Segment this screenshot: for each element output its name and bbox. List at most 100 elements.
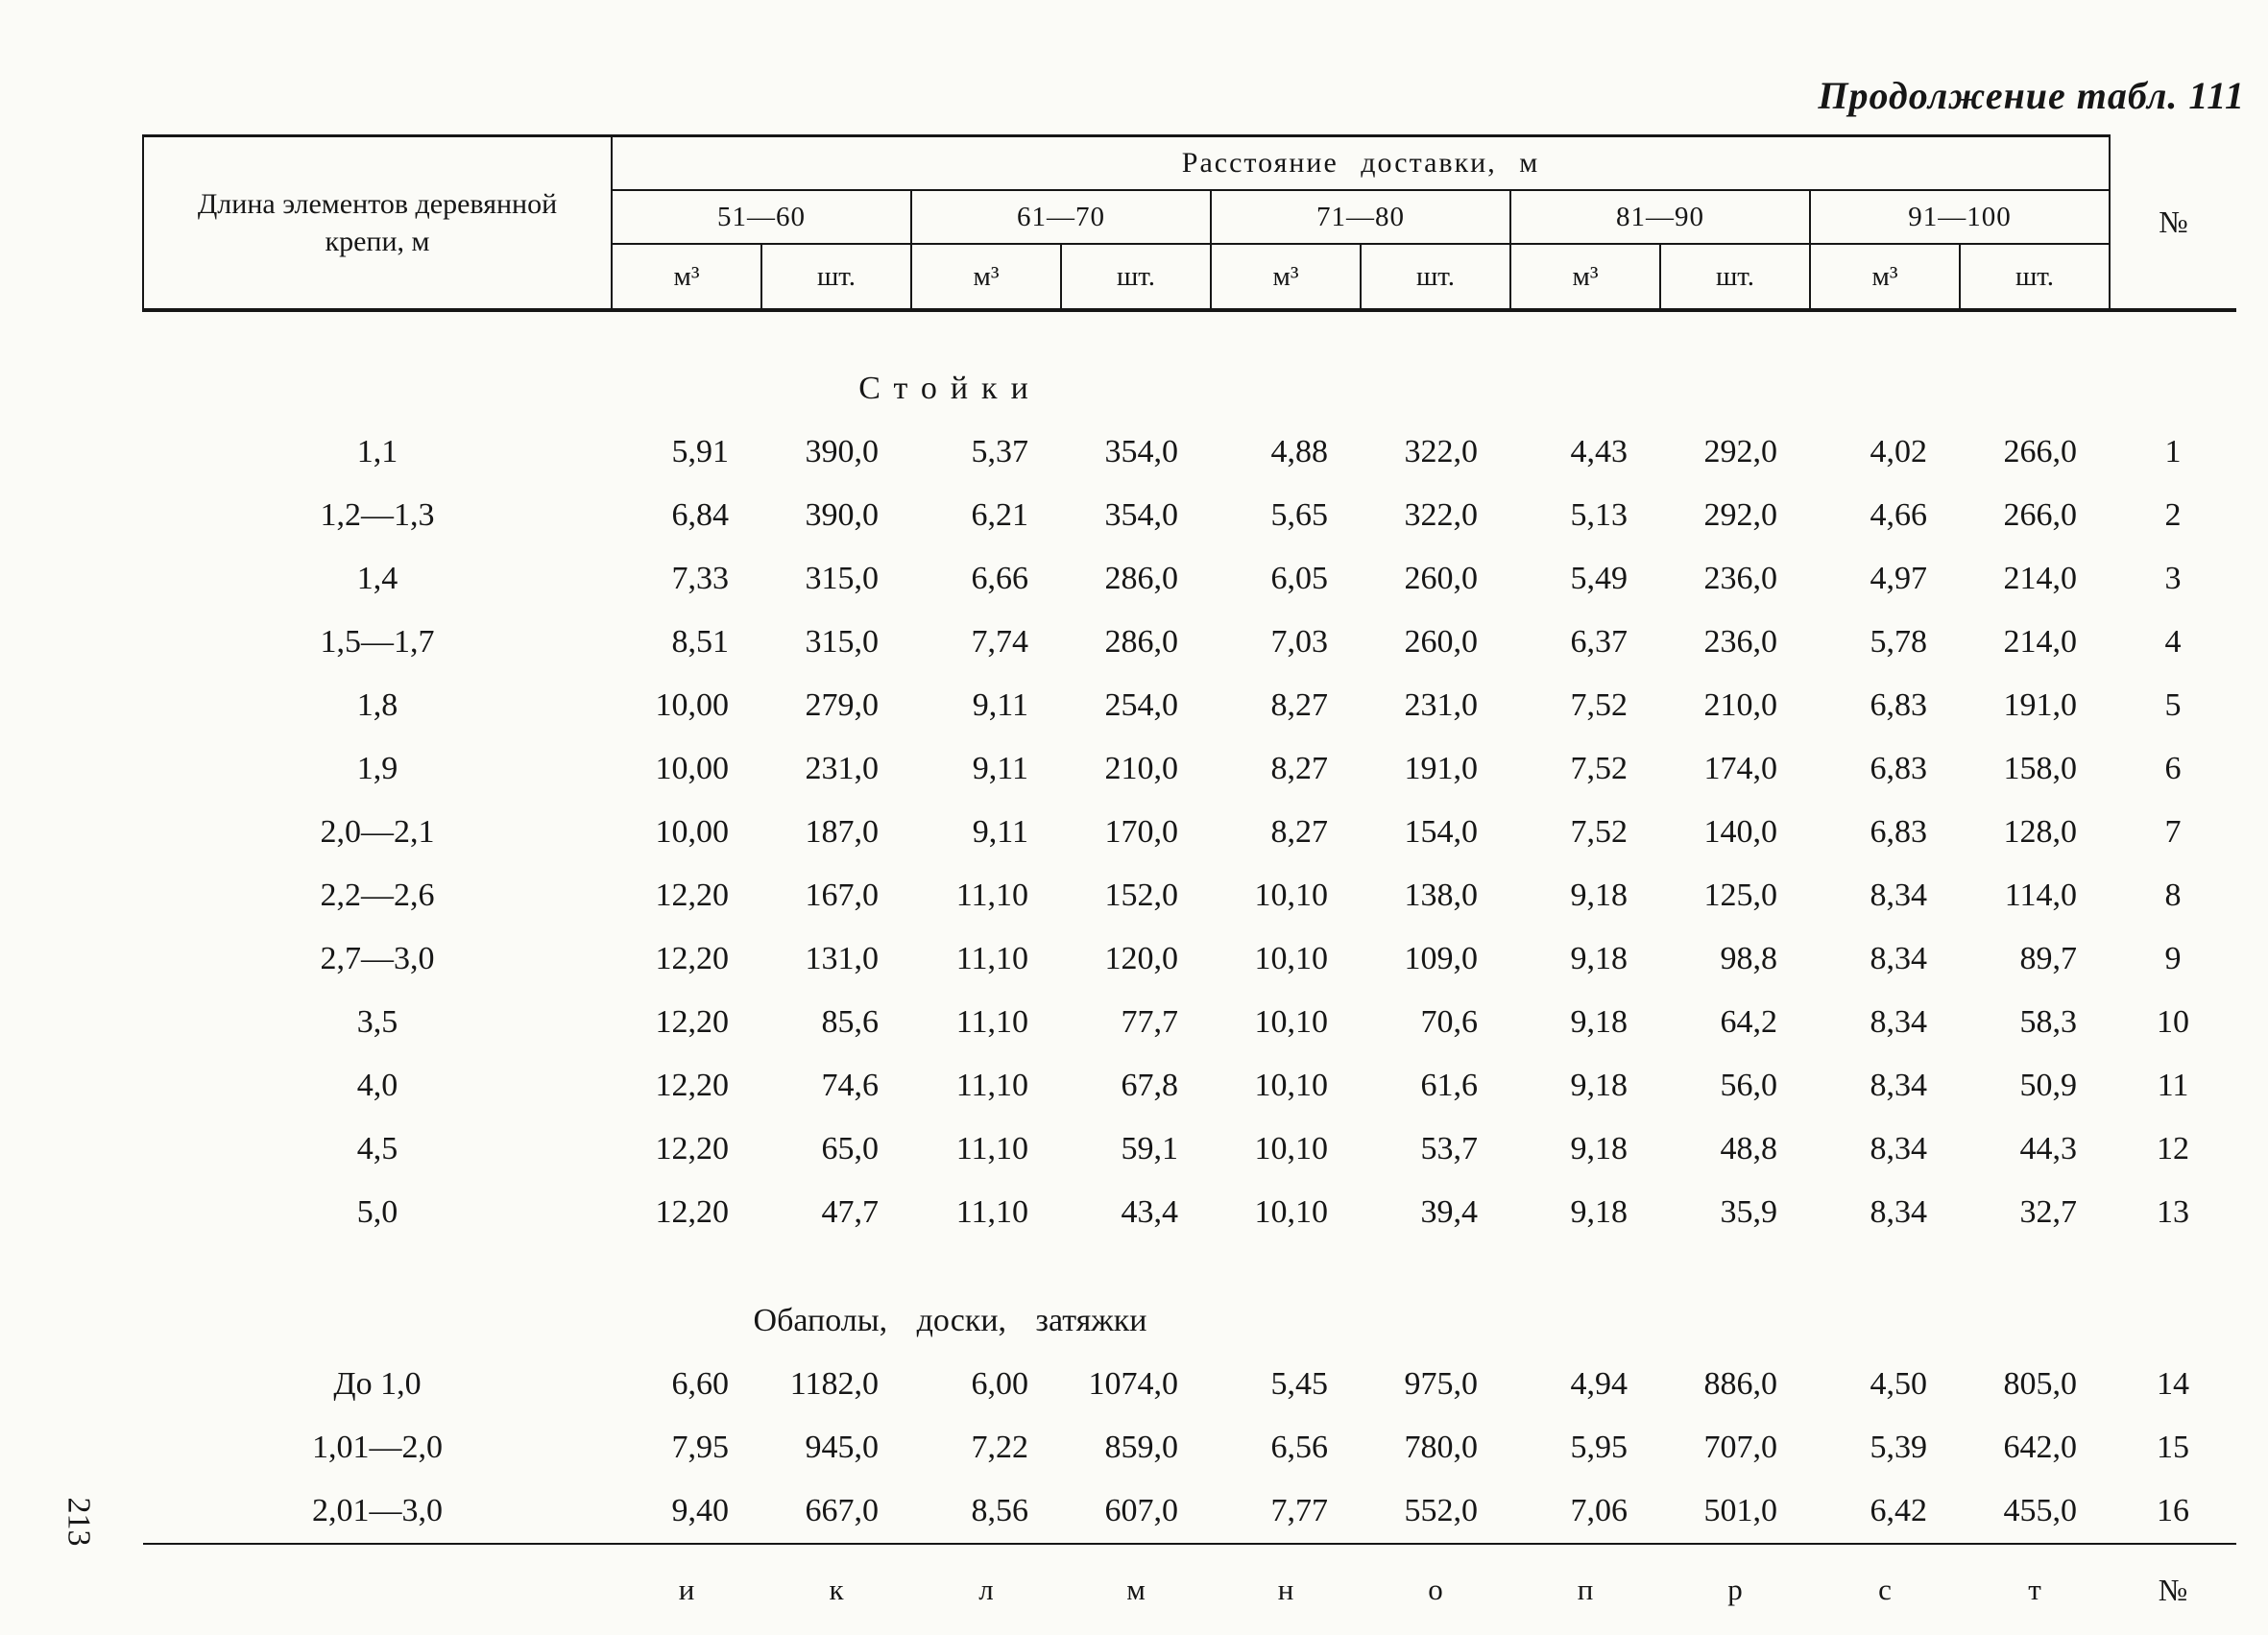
column-letter: к (761, 1543, 911, 1635)
volume-cell: 11,10 (955, 1194, 1028, 1230)
volume-cell: 4,66 (1870, 497, 1928, 533)
volume-cell: 11,10 (955, 878, 1028, 913)
row-number-cell: 14 (2157, 1366, 2189, 1402)
volume-cell: 8,56 (971, 1493, 1029, 1528)
row-number-cell: 6 (2164, 751, 2182, 786)
count-cell: 236,0 (1703, 561, 1778, 596)
row-number-cell: 1 (2164, 434, 2182, 469)
column-letter: н (1211, 1543, 1361, 1635)
count-cell: 210,0 (1104, 751, 1179, 786)
footer-empty-cell (143, 1543, 612, 1635)
table-row: 2,7—3,0 12,20 131,0 11,10 120,0 10,10 109,0 9,1… (143, 927, 2236, 991)
count-cell: 48,8 (1720, 1131, 1778, 1166)
count-cell: 109,0 (1404, 941, 1479, 976)
column-letter: л (911, 1543, 1061, 1635)
count-cell: 1074,0 (1088, 1366, 1179, 1402)
volume-cell: 9,18 (1570, 1131, 1629, 1166)
volume-cell: 7,06 (1570, 1493, 1629, 1528)
table-row: 4,0 12,20 74,6 11,10 67,8 10,10 61,6 9,18 56,0 8,… (143, 1054, 2236, 1118)
column-letter: м (1061, 1543, 1211, 1635)
count-cell: 64,2 (1720, 1004, 1778, 1040)
volume-cell: 4,97 (1870, 561, 1928, 596)
count-cell: 266,0 (2003, 497, 2078, 533)
length-cell: До 1,0 (333, 1366, 422, 1402)
volume-cell: 6,84 (671, 497, 730, 533)
count-cell: 945,0 (805, 1430, 880, 1465)
count-cell: 125,0 (1703, 878, 1778, 913)
count-cell: 279,0 (805, 687, 880, 723)
count-cell: 322,0 (1404, 497, 1479, 533)
row-number-cell: 12 (2157, 1131, 2189, 1166)
range-header-81-90: 81—90 (1509, 190, 1811, 245)
volume-cell: 4,50 (1870, 1366, 1928, 1402)
volume-cell: 8,27 (1270, 687, 1329, 723)
header-row-ranges: 51—60 61—70 71—80 81—90 91—100 (143, 190, 2236, 245)
unit-header-m3: м³ (1809, 244, 1961, 312)
table-row: 1,5—1,7 8,51 315,0 7,74 286,0 7,03 260,0 6,37 23… (143, 611, 2236, 674)
count-cell: 170,0 (1104, 814, 1179, 850)
count-cell: 859,0 (1104, 1430, 1179, 1465)
unit-header-sht: шт. (760, 244, 912, 312)
row-number-cell: 2 (2164, 497, 2182, 533)
volume-cell: 7,74 (971, 624, 1029, 660)
row-number-cell: 8 (2164, 878, 2182, 913)
range-header-71-80: 71—80 (1210, 190, 1511, 245)
row-number-cell: 7 (2164, 814, 2182, 850)
table-body: Стойки 1,1 5,91 390,0 5,37 354,0 4,88 322,0 4,43… (143, 310, 2236, 1544)
table-row: 2,01—3,0 9,40 667,0 8,56 607,0 7,77 552,0 7,06 5… (143, 1479, 2236, 1544)
count-cell: 501,0 (1703, 1493, 1778, 1528)
count-cell: 315,0 (805, 624, 880, 660)
volume-cell: 12,20 (655, 1004, 730, 1040)
column-letter: п (1510, 1543, 1660, 1635)
volume-cell: 8,34 (1870, 1004, 1928, 1040)
volume-cell: 5,95 (1570, 1430, 1629, 1465)
count-cell: 70,6 (1420, 1004, 1479, 1040)
count-cell: 214,0 (2003, 561, 2078, 596)
count-cell: 254,0 (1104, 687, 1179, 723)
header-row-top: Длина элементов деревянной крепи, м Расс… (142, 134, 2236, 312)
volume-cell: 8,27 (1270, 751, 1329, 786)
count-cell: 174,0 (1703, 751, 1778, 786)
volume-cell: 5,45 (1270, 1366, 1329, 1402)
unit-header-sht: шт. (1659, 244, 1811, 312)
count-cell: 780,0 (1404, 1430, 1479, 1465)
volume-cell: 10,00 (655, 751, 730, 786)
volume-cell: 11,10 (955, 1068, 1028, 1103)
count-cell: 667,0 (805, 1493, 880, 1528)
count-cell: 114,0 (2004, 878, 2077, 913)
volume-cell: 4,02 (1870, 434, 1928, 469)
count-cell: 210,0 (1703, 687, 1778, 723)
volume-cell: 7,95 (671, 1430, 730, 1465)
volume-cell: 12,20 (655, 1131, 730, 1166)
count-cell: 61,6 (1420, 1068, 1479, 1103)
volume-cell: 9,18 (1570, 1068, 1629, 1103)
unit-header-sht: шт. (1360, 244, 1511, 312)
count-cell: 236,0 (1703, 624, 1778, 660)
volume-cell: 6,83 (1870, 814, 1928, 850)
table-row: 1,2—1,3 6,84 390,0 6,21 354,0 5,65 322,0 5,13 29… (143, 484, 2236, 547)
count-cell: 260,0 (1404, 561, 1479, 596)
length-cell: 1,01—2,0 (312, 1430, 443, 1465)
volume-cell: 6,83 (1870, 751, 1928, 786)
table-footer: и к л м н о п р с т № (143, 1543, 2236, 1635)
count-cell: 231,0 (1404, 687, 1479, 723)
count-cell: 167,0 (805, 878, 880, 913)
volume-cell: 10,10 (1254, 1004, 1329, 1040)
count-cell: 120,0 (1104, 941, 1179, 976)
length-cell: 1,1 (356, 434, 398, 469)
volume-cell: 9,40 (671, 1493, 730, 1528)
row-number-cell: 16 (2157, 1493, 2189, 1528)
volume-cell: 8,34 (1870, 941, 1928, 976)
column-letter: о (1361, 1543, 1510, 1635)
table-header: Длина элементов деревянной крепи, м Расс… (142, 134, 2236, 312)
volume-cell: 12,20 (655, 1068, 730, 1103)
volume-cell: 6,56 (1270, 1430, 1329, 1465)
count-cell: 89,7 (2019, 941, 2078, 976)
count-cell: 59,1 (1121, 1131, 1179, 1166)
table-row: 3,5 12,20 85,6 11,10 77,7 10,10 70,6 9,18 64,2 8,… (143, 991, 2236, 1054)
data-table: Длина элементов деревянной крепи, м Расс… (142, 134, 2236, 1635)
row-number-cell: 9 (2164, 941, 2182, 976)
table-row: 2,0—2,1 10,00 187,0 9,11 170,0 8,27 154,0 7,52 1… (143, 801, 2236, 864)
volume-cell: 9,18 (1570, 1004, 1629, 1040)
